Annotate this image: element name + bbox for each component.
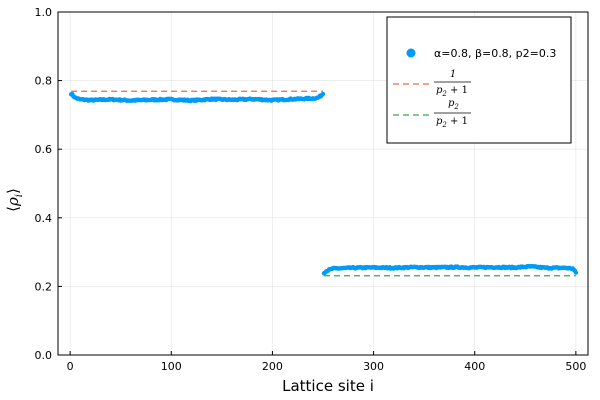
frac1-den-rest: + 1 <box>447 85 468 96</box>
y-label-sub: i <box>14 194 25 197</box>
x-tick-label: 0 <box>67 360 74 373</box>
frac2-numerator: p2 <box>448 98 459 111</box>
frac2-num-sub: 2 <box>453 103 459 111</box>
y-label-main: ρ <box>4 197 22 207</box>
y-tick-label: 0.0 <box>35 349 53 362</box>
svg-text:⟨ρi⟩: ⟨ρi⟩ <box>4 188 25 212</box>
data-point <box>320 91 326 97</box>
y-tick-label: 0.4 <box>35 212 53 225</box>
y-axis-label: ⟨ρi⟩ <box>4 188 25 212</box>
frac2-den-main: p <box>436 116 443 127</box>
x-tick-label: 300 <box>363 360 384 373</box>
y-tick-label: 0.2 <box>35 280 53 293</box>
data-points <box>68 91 579 276</box>
data-point <box>573 270 579 275</box>
x-tick-label: 200 <box>262 360 283 373</box>
frac2-den-sub: 2 <box>441 121 447 129</box>
legend-box <box>386 16 572 144</box>
legend-label-frac2: p2 p2 + 1 <box>434 98 471 129</box>
frac1-numerator: 1 <box>450 69 456 80</box>
frac1-den-sub: 2 <box>441 90 447 98</box>
frac1-denominator: p2 + 1 <box>436 85 468 98</box>
legend-label-scatter: α=0.8, β=0.8, p2=0.3 <box>434 47 556 60</box>
frac2-num-main: p <box>448 98 455 109</box>
frac2-den-rest: + 1 <box>447 116 468 127</box>
y-label-left: ⟨ <box>4 206 22 212</box>
x-tick-label: 100 <box>161 360 182 373</box>
x-axis-label: Lattice site i <box>282 377 374 395</box>
legend-label-frac1: 1 p2 + 1 <box>434 69 471 98</box>
x-tick-label: 400 <box>464 360 485 373</box>
reference-lines <box>71 90 576 277</box>
legend: α=0.8, β=0.8, p2=0.3 1 p2 + 1 p2 p2 + 1 <box>386 16 572 144</box>
legend-marker-scatter <box>406 48 416 58</box>
y-label-right: ⟩ <box>4 188 22 194</box>
y-tick-label: 1.0 <box>35 6 53 19</box>
y-tick-label: 0.8 <box>35 75 53 88</box>
frac2-denominator: p2 + 1 <box>436 116 468 129</box>
frac1-den-main: p <box>436 85 443 96</box>
plot-frame <box>57 11 589 356</box>
y-tick-label: 0.6 <box>35 143 53 156</box>
tick-labels: 0 100 200 300 400 500 0.0 0.2 0.4 0.6 0.8 1.0 <box>35 6 587 373</box>
x-tick-label: 500 <box>565 360 586 373</box>
